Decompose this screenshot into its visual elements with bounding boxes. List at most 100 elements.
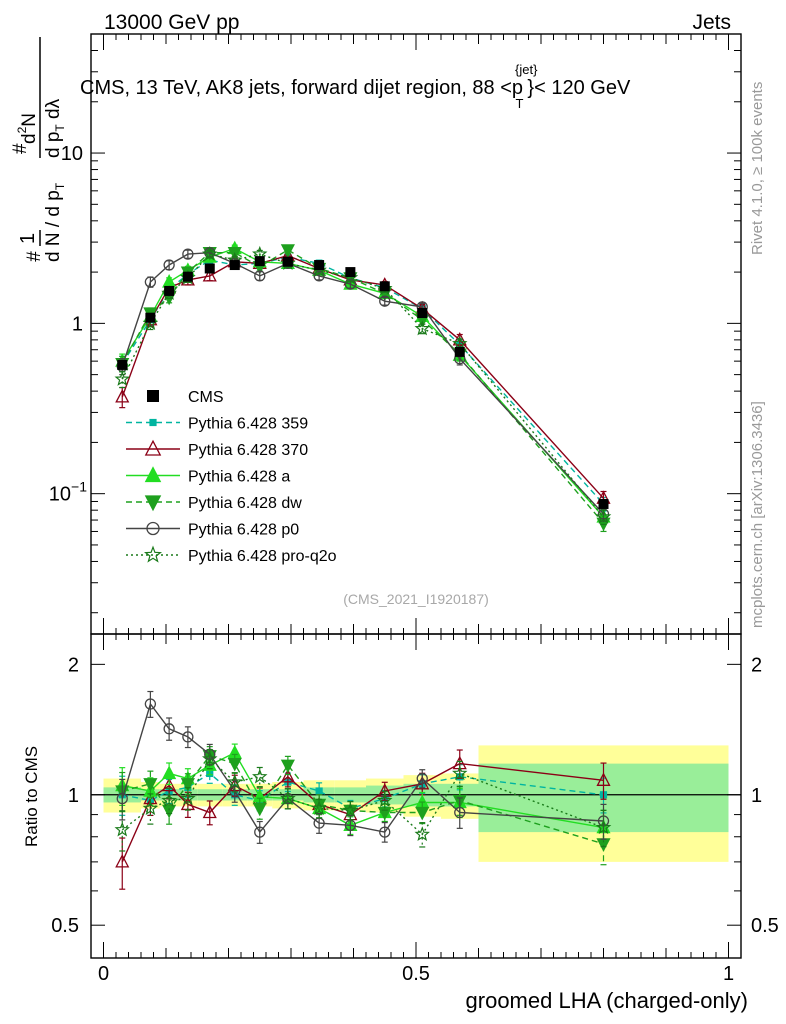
chart-title-part-2: }< 120 GeV — [527, 77, 631, 99]
legend-marker — [144, 495, 162, 512]
svg-text:d N / d pT: d N / d pT — [43, 182, 67, 262]
header-right: Jets — [692, 11, 731, 34]
cms-data-point — [182, 271, 193, 282]
ratio-point — [229, 785, 241, 797]
ratio-point — [144, 698, 157, 710]
legend-item-pythia-6-428-359: Pythia 6.428 359 — [126, 416, 308, 433]
chart-title-sup: {jet} — [515, 62, 538, 77]
y-tick-label-ratio: 0.5 — [51, 915, 79, 937]
legend-label-cms: CMS — [188, 389, 224, 406]
chart-title: CMS, 13 TeV, AK8 jets, forward dijet reg… — [80, 62, 631, 111]
chart-title-sub: T — [515, 96, 523, 111]
ratio-point — [116, 792, 128, 805]
analysis-watermark: (CMS_2021_I1920187) — [343, 591, 489, 607]
y-axis-label-ratio: Ratio to CMS — [22, 746, 41, 847]
series-group — [114, 240, 612, 533]
data-point — [162, 274, 177, 288]
legend-label: Pythia 6.428 370 — [188, 442, 308, 459]
ratio-point — [202, 804, 217, 819]
ratio-point — [315, 787, 323, 795]
cms-data-point — [229, 260, 240, 271]
svg-text:#: # — [24, 251, 45, 262]
data-point — [254, 270, 266, 282]
ratio-point — [162, 765, 177, 780]
ratio-point — [254, 826, 266, 838]
series-line-pythia-6-428-p0 — [121, 251, 605, 515]
ratio-series-group — [114, 690, 612, 890]
cms-data-point — [417, 308, 428, 319]
chart-title-part-1: CMS, 13 TeV, AK8 jets, forward dijet reg… — [80, 77, 523, 99]
x-tick-label: 0 — [98, 963, 109, 985]
y-tick-label-ratio: 2 — [68, 654, 79, 676]
data-point — [379, 295, 391, 307]
data-point — [452, 335, 468, 351]
data-point — [414, 320, 430, 336]
y-axis-label-main: # 1 d N / d pT # d2N d pT dλ — [10, 37, 67, 262]
data-point — [313, 270, 325, 282]
y-tick-label-ratio-right: 1 — [751, 785, 762, 807]
ratio-point — [252, 802, 267, 817]
y-tick-label-main: 10−1 — [49, 479, 87, 506]
y-tick-label-ratio-right: 2 — [751, 654, 762, 676]
legend-label: Pythia 6.428 p0 — [188, 522, 299, 539]
legend-label: Pythia 6.428 pro-q2o — [188, 548, 337, 565]
x-axis-label: groomed LHA (charged-only) — [466, 988, 748, 1013]
svg-text:d pT dλ: d pT dλ — [43, 98, 67, 158]
legend-item-cms: CMS — [147, 389, 224, 406]
rivet-label: Rivet 4.1.0, ≥ 100k events — [749, 82, 766, 255]
ratio-point — [114, 821, 130, 837]
cms-data-point — [454, 346, 465, 357]
ratio-series-pythia-6-428-pro-q2o — [114, 748, 612, 852]
data-point — [202, 267, 217, 282]
ratio-point — [377, 792, 393, 808]
series-line-pythia-6-428-359 — [121, 256, 605, 505]
legend-marker — [143, 545, 163, 563]
ratio-point — [342, 802, 359, 818]
ratio-point — [180, 778, 195, 792]
legend-marker — [144, 466, 162, 483]
ratio-point — [143, 778, 158, 792]
ratio-point — [452, 765, 468, 781]
x-tick-label: 1 — [723, 963, 734, 985]
legend-marker — [144, 439, 162, 456]
ratio-point — [415, 806, 430, 821]
data-point — [144, 276, 157, 288]
data-point — [114, 371, 130, 386]
x-tick-label: 0.5 — [402, 963, 430, 985]
ratio-point — [202, 750, 218, 766]
series-cms — [117, 256, 609, 509]
cms-data-point — [117, 359, 128, 370]
legend-marker — [149, 418, 157, 427]
data-point — [115, 388, 130, 403]
ratio-point — [280, 790, 296, 806]
ratio-point — [379, 826, 391, 838]
svg-text:d2N: d2N — [15, 113, 40, 144]
data-point — [280, 244, 295, 258]
ratio-point — [377, 783, 392, 797]
ratio-point — [414, 826, 430, 842]
data-point — [202, 245, 218, 261]
cms-data-point — [145, 312, 156, 323]
svg-text:#: # — [10, 143, 31, 154]
cms-data-point — [204, 263, 215, 274]
legend-marker-cms — [147, 390, 159, 402]
data-point — [595, 508, 612, 524]
cms-data-point — [254, 256, 265, 267]
ratio-point — [311, 800, 327, 816]
ratio-point — [180, 790, 196, 806]
y-tick-label-main: 10 — [61, 143, 83, 165]
ratio-point — [454, 806, 466, 819]
ratio-point — [416, 772, 428, 785]
ratio-point — [595, 819, 612, 835]
legend-item-pythia-6-428-pro-q2o: Pythia 6.428 pro-q2o — [126, 545, 337, 565]
ratio-point — [142, 800, 159, 816]
ratio-line-pythia-6-428-p0 — [121, 702, 604, 834]
cms-data-point — [314, 260, 325, 271]
main-plot-frame — [90, 33, 742, 635]
legend: CMS Pythia 6.428 359 Pythia 6.428 370 Pythi… — [126, 389, 337, 565]
cms-data-point — [379, 281, 390, 292]
ratio-point — [227, 773, 243, 789]
legend-item-pythia-6-428-dw: Pythia 6.428 dw — [126, 495, 302, 512]
series-line-pythia-6-428-370 — [121, 254, 605, 499]
